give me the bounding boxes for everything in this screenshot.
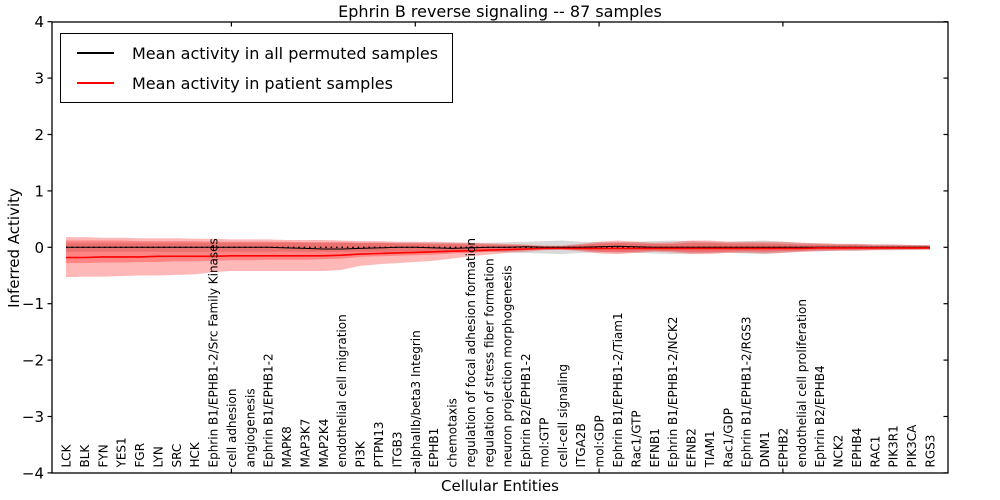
x-tick-label: endothelial cell migration [335,314,349,467]
x-tick-label: PIK3CA [905,424,919,468]
y-tick-label: 2 [34,126,44,144]
y-tick-label: 4 [34,13,44,31]
x-tick-label: Ephrin B1/EPHB1-2/Src Family Kinases [207,238,221,467]
x-tick-label: mol:GTP [538,418,552,468]
x-tick-label: Ephrin B1/EPHB1-2 [262,353,276,467]
x-tick-label: cell-cell signaling [556,364,570,468]
y-axis-title: Inferred Activity [5,188,23,308]
x-tick-label: neuron projection morphogenesis [501,265,515,467]
x-tick-label: MAPK8 [280,426,294,467]
x-tick-label: DNM1 [758,431,772,467]
x-tick-label: PTPN13 [372,421,386,467]
x-tick-label: Ephrin B1/EPHB1-2/Tiam1 [611,312,625,467]
x-tick-label: regulation of focal adhesion formation [464,238,478,467]
y-tick-label: 0 [34,239,44,257]
x-tick-label: mol:GDP [593,415,607,467]
x-tick-label: BLK [78,444,92,468]
x-tick-label: ITGB3 [390,431,404,467]
x-tick-label: HCK [188,441,202,467]
x-tick-label: RAC1 [868,436,882,468]
x-tick-label: EPHB1 [427,428,441,468]
legend-line-permuted-icon [77,52,114,54]
y-tick-labels: 4 3 2 1 0 −1 −2 −3 −4 [22,13,44,482]
y-tick-label: 3 [34,70,44,88]
x-tick-label: EPHB2 [776,428,790,468]
chart-title: Ephrin B reverse signaling -- 87 samples [338,2,662,21]
x-tick-label: Ephrin B1/EPHB1-2/RGS3 [740,316,754,467]
x-tick-label: EFNB2 [685,428,699,467]
y-tick-label: −2 [22,352,44,370]
x-tick-label: RGS3 [924,435,938,468]
x-tick-label: Rac1/GTP [629,410,643,467]
x-tick-label: FYN [96,444,110,467]
x-tick-label: MAP2K4 [317,419,331,468]
legend: Mean activity in all permuted samples Me… [60,33,454,103]
x-tick-label: SRC [170,444,184,468]
x-tick-label: TIAM1 [703,430,717,468]
y-tick-label: −4 [22,464,44,482]
x-tick-label: angiogenesis [243,388,257,467]
x-tick-label: alphaIIb/beta3 Integrin [409,330,423,467]
x-tick-label: ITGA2B [574,423,588,467]
legend-label-permuted: Mean activity in all permuted samples [132,43,439,63]
mean-patient-line [66,247,930,259]
legend-label-patient: Mean activity in patient samples [132,73,393,93]
x-tick-label: Rac1/GDP [721,408,735,467]
legend-line-patient-icon [77,82,114,84]
x-tick-label: Ephrin B2/EPHB1-2 [519,353,533,467]
x-tick-label: EFNB1 [648,428,662,467]
y-tick-label: −3 [22,408,44,426]
x-tick-label: NCK2 [832,435,846,468]
x-tick-label: PI3K [354,440,368,467]
x-tick-label: MAP3K7 [299,419,313,468]
mean-permuted-line [66,245,930,250]
x-tick-label: regulation of stress fiber formation [482,258,496,467]
x-tick-label: Ephrin B2/EPHB4 [813,365,827,467]
x-tick-label: cell adhesion [225,389,239,468]
x-axis-title: Cellular Entities [441,477,559,495]
y-tick-label: 1 [34,182,44,200]
tick-layer [47,21,948,474]
x-tick-label: Ephrin B1/EPHB1-2/NCK2 [666,317,680,468]
x-tick-label: LCK [60,443,74,467]
x-tick-labels: LCK BLK FYN YES1 FGR LYN SRC HCK Ephrin B1/EPHB1… [60,238,938,468]
x-tick-label: endothelial cell proliferation [795,299,809,467]
band-layer [66,237,930,278]
x-tick-label: YES1 [115,437,129,468]
line-layer [66,245,931,259]
x-tick-label: FGR [133,443,147,468]
legend-entry-permuted: Mean activity in all permuted samples [77,40,438,66]
x-tick-label: EPHB4 [850,428,864,468]
legend-entry-patient: Mean activity in patient samples [77,70,438,96]
y-tick-label: −1 [22,295,44,313]
patient-inner-band [66,240,930,264]
x-tick-label: PIK3R1 [887,425,901,467]
x-tick-label: LYN [151,446,165,467]
x-tick-label: chemotaxis [446,398,460,467]
